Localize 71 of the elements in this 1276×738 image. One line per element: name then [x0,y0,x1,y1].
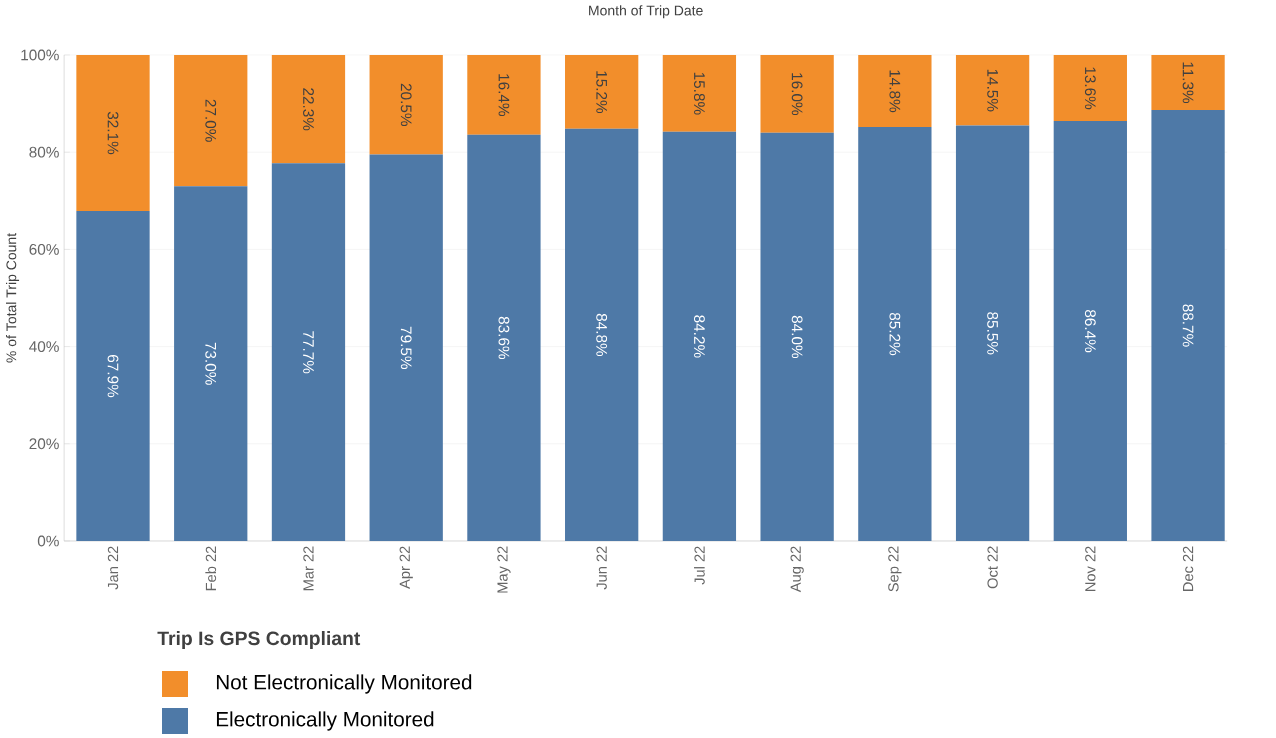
bar [369,54,443,155]
bar [467,54,541,135]
data-label: 67.9% [107,355,119,398]
bar [1053,121,1127,541]
legend-label: Electronically Monitored [216,711,434,731]
data-label: 14.8% [889,70,901,113]
data-label: 32.1% [107,111,119,155]
data-label: 77.7% [303,331,314,374]
bar [1151,109,1225,541]
data-label: 85.2% [889,312,901,356]
x-tick-label: Jul 22 [694,546,705,585]
data-label: 84.2% [693,315,705,358]
data-label: 27.0% [205,99,217,142]
data-label: 15.8% [693,72,705,115]
y-tick-label: 40% [29,341,59,353]
data-label: 11.3% [1182,62,1194,104]
bar [76,211,150,541]
data-label: 20.5% [400,83,412,126]
bar [1151,54,1225,110]
data-label: 16.4% [498,74,510,117]
data-label: 22.3% [303,88,314,131]
data-label: 15.2% [596,71,608,114]
bar [467,134,541,541]
bar [565,128,639,541]
x-tick-label: Oct 22 [987,546,998,589]
bar [369,154,443,541]
legend-label: Not Electronically Monitored [216,674,472,694]
x-tick-label: May 22 [497,546,511,593]
data-label: 16.0% [791,73,803,116]
x-tick-label: Apr 22 [399,546,413,589]
data-label: 79.5% [400,326,412,369]
y-tick-label: 60% [29,243,59,255]
bar [662,54,737,132]
x-tick-label: Nov 22 [1085,546,1096,591]
x-tick-label: Feb 22 [205,546,217,591]
data-label: 83.6% [498,316,510,360]
data-label: 85.5% [987,312,999,355]
y-axis-title: % of Total Trip Count [6,233,20,363]
bar [76,54,150,211]
bar [271,163,346,541]
bar [1053,54,1127,122]
data-label: 73.0% [205,342,217,385]
bar [271,54,346,164]
data-label: 86.4% [1084,309,1096,353]
legend-title: Trip Is GPS Compliant [157,630,361,650]
bar [760,132,834,541]
data-label: 84.0% [791,315,803,359]
bar [565,54,639,129]
bar [662,131,737,541]
chart-title: Month of Trip Date [589,5,703,19]
bar [858,126,932,541]
data-label: 13.6% [1084,67,1096,110]
x-tick-label: Aug 22 [790,546,804,593]
bar [955,54,1030,126]
x-tick-label: Jan 22 [107,546,119,590]
y-tick-label: 100% [21,49,59,61]
bar [174,54,248,187]
data-label: 88.7% [1182,304,1194,347]
y-tick-label: 0% [37,535,59,547]
bar [760,54,834,133]
x-tick-label: Jun 22 [596,546,607,590]
x-tick-label: Dec 22 [1182,546,1194,591]
bar [174,186,248,541]
y-tick-label: 20% [29,438,59,450]
data-label: 14.5% [987,69,998,112]
x-tick-label: Sep 22 [888,546,902,592]
y-tick-label: 80% [29,146,59,158]
data-label: 84.8% [596,313,608,357]
bar [955,125,1030,541]
x-tick-label: Mar 22 [303,546,314,591]
bar [858,54,932,127]
